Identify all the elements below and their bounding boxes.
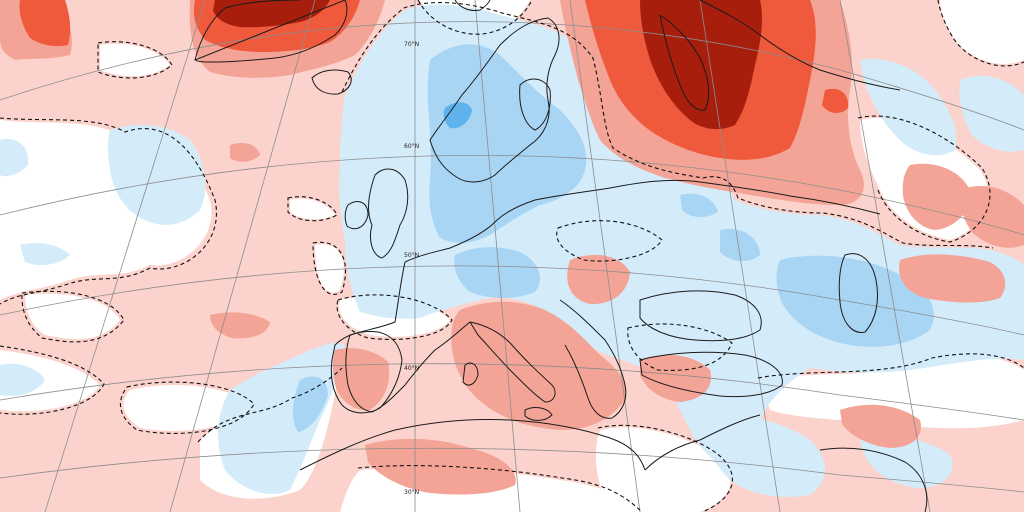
latitude-labels: 70°N 60°N 50°N 40°N 30°N	[404, 41, 419, 496]
coast-finland	[519, 78, 551, 131]
cool-anomaly-medium	[292, 44, 934, 432]
lat-label-70: 70°N	[404, 41, 419, 48]
coast-ireland	[344, 201, 369, 230]
coast-middle-east	[644, 414, 761, 471]
lat-label-60: 60°N	[404, 143, 419, 150]
coast-continent	[404, 179, 881, 263]
coast-arabia	[819, 447, 928, 512]
coast-turkey	[639, 351, 783, 398]
lat-label-30: 30°N	[404, 489, 419, 496]
coast-caspian	[838, 253, 879, 333]
coast-scandinavia	[429, 17, 560, 183]
coast-black-sea	[639, 290, 762, 342]
lat-label-50: 50°N	[404, 252, 419, 259]
coast-north-africa	[299, 418, 646, 471]
coast-iberia	[330, 331, 403, 414]
coast-greenland	[194, 0, 348, 63]
coastlines	[194, 0, 928, 512]
coast-balkans	[559, 299, 627, 419]
coast-biscay	[345, 261, 471, 413]
lat-label-40: 40°N	[404, 365, 419, 372]
coast-svalbard	[454, 0, 491, 11]
coast-siberia	[699, 0, 901, 91]
warm-anomaly-extreme	[213, 0, 763, 130]
coast-iceland	[311, 69, 352, 95]
coast-sardinia	[462, 362, 479, 386]
coast-sicily	[524, 407, 553, 421]
coast-italy	[469, 321, 556, 403]
coast-britain	[367, 168, 409, 259]
cool-anomaly-strong	[443, 102, 472, 129]
coast-novaya-zemlya	[659, 14, 710, 111]
